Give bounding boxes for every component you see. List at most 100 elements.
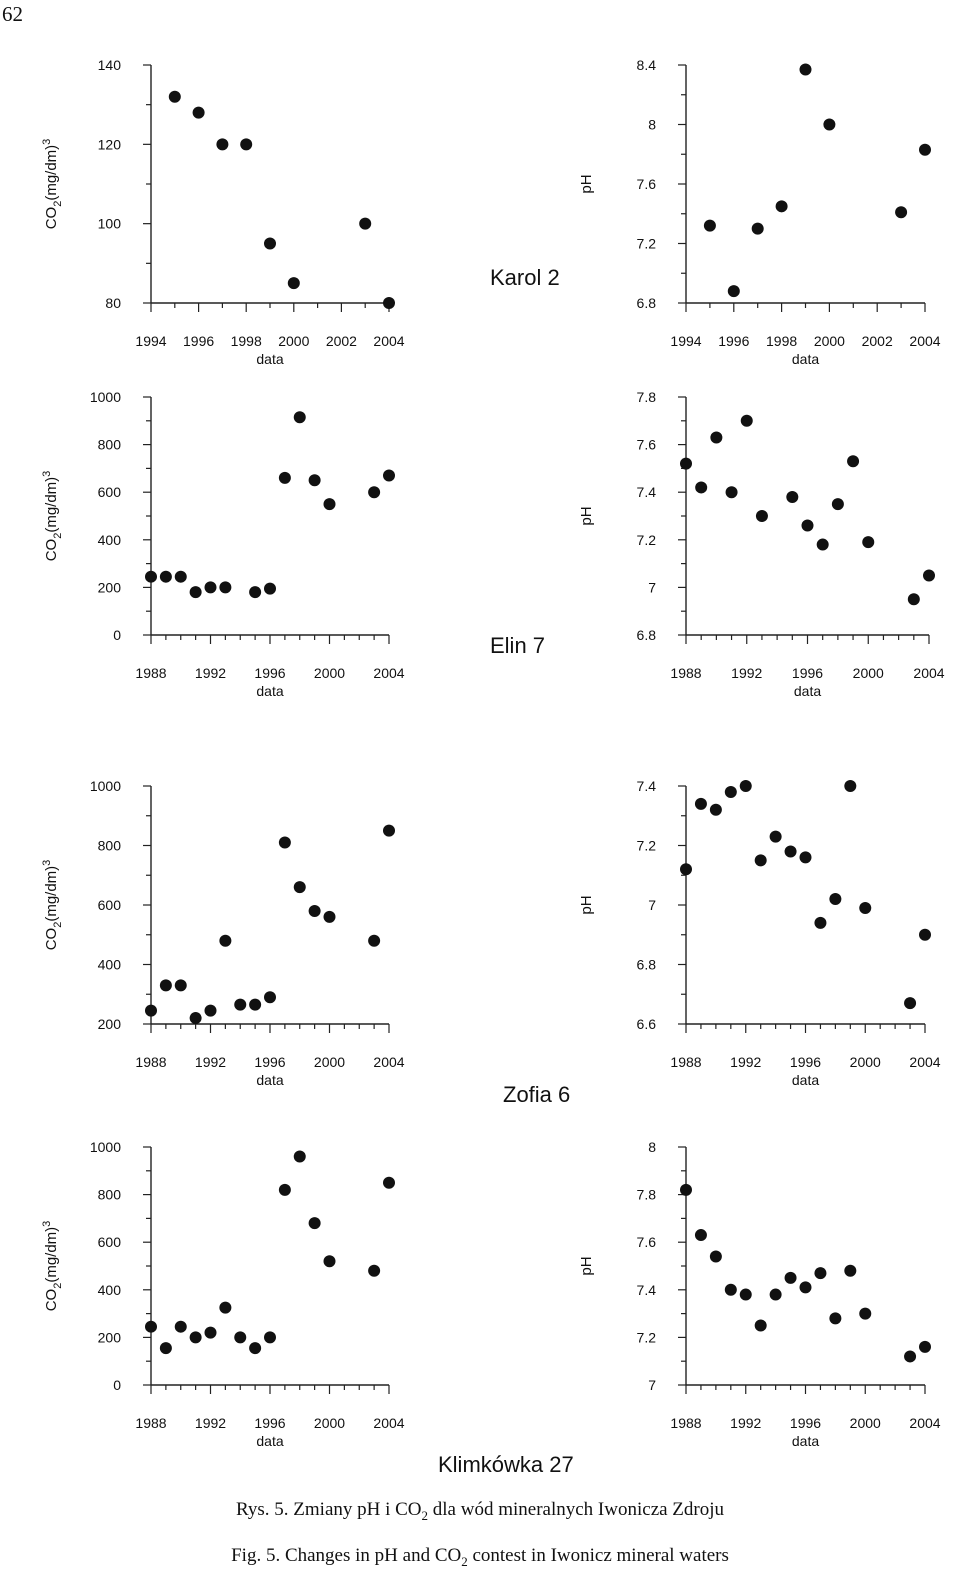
x-tick-label: 2000 [853,665,884,681]
y-axis-label: CO2(mg/dm)3 [41,139,64,230]
y-axis-label-part: (mg/dm) [43,145,60,201]
x-tick-label: 2004 [909,333,940,349]
station-label: Elin 7 [490,633,545,658]
x-tick-label: 2004 [373,1415,404,1431]
y-axis-label: pH [578,174,595,193]
x-tick-label: 1996 [254,1415,285,1431]
data-point [844,780,857,792]
x-tick-label: 1992 [731,665,762,681]
x-tick-label: 1996 [790,1054,821,1070]
x-tick-label: 1992 [730,1415,761,1431]
y-tick-label: 1000 [90,1139,121,1155]
y-tick-label: 100 [98,216,122,232]
y-tick-label: 400 [98,957,122,973]
data-point [323,498,336,511]
x-tick-label: 2000 [850,1054,881,1070]
x-tick-label: 2004 [373,665,404,681]
x-tick-label: 2004 [909,1415,940,1431]
y-tick-label: 7.6 [637,1234,657,1250]
y-tick-label: 7.4 [637,484,657,500]
caption-english-part-b: contest in Iwonicz mineral waters [467,1545,729,1566]
y-tick-label: 1000 [90,389,121,405]
y-tick-label: 120 [98,136,122,152]
y-tick-label: 6.6 [637,1016,657,1032]
data-point [694,797,707,810]
x-axis-label: data [256,1433,283,1449]
data-point [859,1307,872,1320]
y-tick-label: 7.8 [637,389,657,405]
data-point [801,519,814,532]
data-point [680,863,692,876]
data-point [724,1283,737,1296]
x-axis-label: data [256,1072,283,1088]
y-tick-label: 800 [98,1187,122,1203]
data-point [234,998,247,1011]
data-point [219,934,232,947]
data-point [240,138,253,151]
y-tick-label: 0 [113,1377,121,1393]
y-tick-label: 7.4 [637,1282,657,1298]
caption-polish-part-a: Rys. 5. Zmiany pH i CO [235,1499,422,1520]
data-point [264,991,276,1004]
data-point [308,1217,321,1230]
data-point [823,118,836,131]
chart-zofia-ph: 6.6 6.8 7 7.2 7.4 1988 1992 1996 2000 2004 data pH [578,778,941,1088]
y-tick-label: 600 [98,484,122,500]
y-axis-label-part: (mg/dm) [43,866,60,922]
data-point [308,474,321,487]
x-tick-label: 2000 [814,333,845,349]
x-axis-label: data [792,351,819,367]
data-point [234,1331,247,1344]
data-point [919,928,931,941]
data-point [174,570,187,583]
page-number: 62 [2,2,23,26]
data-point [695,481,708,494]
data-point [709,1250,722,1263]
x-axis-label: data [792,1433,819,1449]
x-tick-label: 1992 [195,1054,226,1070]
data-point [919,1340,931,1353]
y-tick-label: 0 [113,627,121,643]
data-point [174,1320,187,1333]
y-tick-label: 7.4 [637,778,657,794]
data-point [754,1319,767,1332]
data-point [799,851,812,864]
data-point [919,143,931,156]
x-tick-label: 1994 [670,333,701,349]
data-point [159,570,172,583]
x-tick-label: 1996 [718,333,749,349]
data-point [799,63,812,76]
x-tick-label: 1996 [790,1415,821,1431]
data-point [859,901,872,914]
x-tick-label: 1988 [135,1054,166,1070]
data-point [383,469,395,482]
data-point [278,1183,291,1196]
chart-klim-co2: 0 200 400 600 800 1000 1988 1992 1996 2000 2004 dat… [41,1139,405,1449]
y-axis-label: pH [578,506,595,525]
data-point [904,1350,917,1363]
y-axis-label: pH [578,1256,595,1275]
data-point [895,206,908,219]
x-tick-label: 2002 [326,333,357,349]
data-point [287,277,300,290]
x-tick-label: 1988 [135,1415,166,1431]
x-tick-label: 1988 [670,1415,701,1431]
data-point [739,780,752,792]
y-tick-label: 400 [98,532,122,548]
y-tick-label: 7.2 [637,236,657,252]
data-point [219,581,232,594]
y-tick-label: 6.8 [637,295,657,311]
y-tick-label: 600 [98,897,122,913]
x-axis-label: data [792,1072,819,1088]
data-point [844,1264,857,1277]
data-point [168,90,181,103]
y-axis-label: pH [578,895,595,914]
y-tick-label: 7 [648,897,656,913]
x-tick-label: 1996 [254,665,285,681]
data-point [383,297,395,309]
data-point [278,836,291,849]
data-point [383,824,395,837]
data-point [368,1264,381,1277]
data-point [680,457,692,470]
y-tick-label: 1000 [90,778,121,794]
